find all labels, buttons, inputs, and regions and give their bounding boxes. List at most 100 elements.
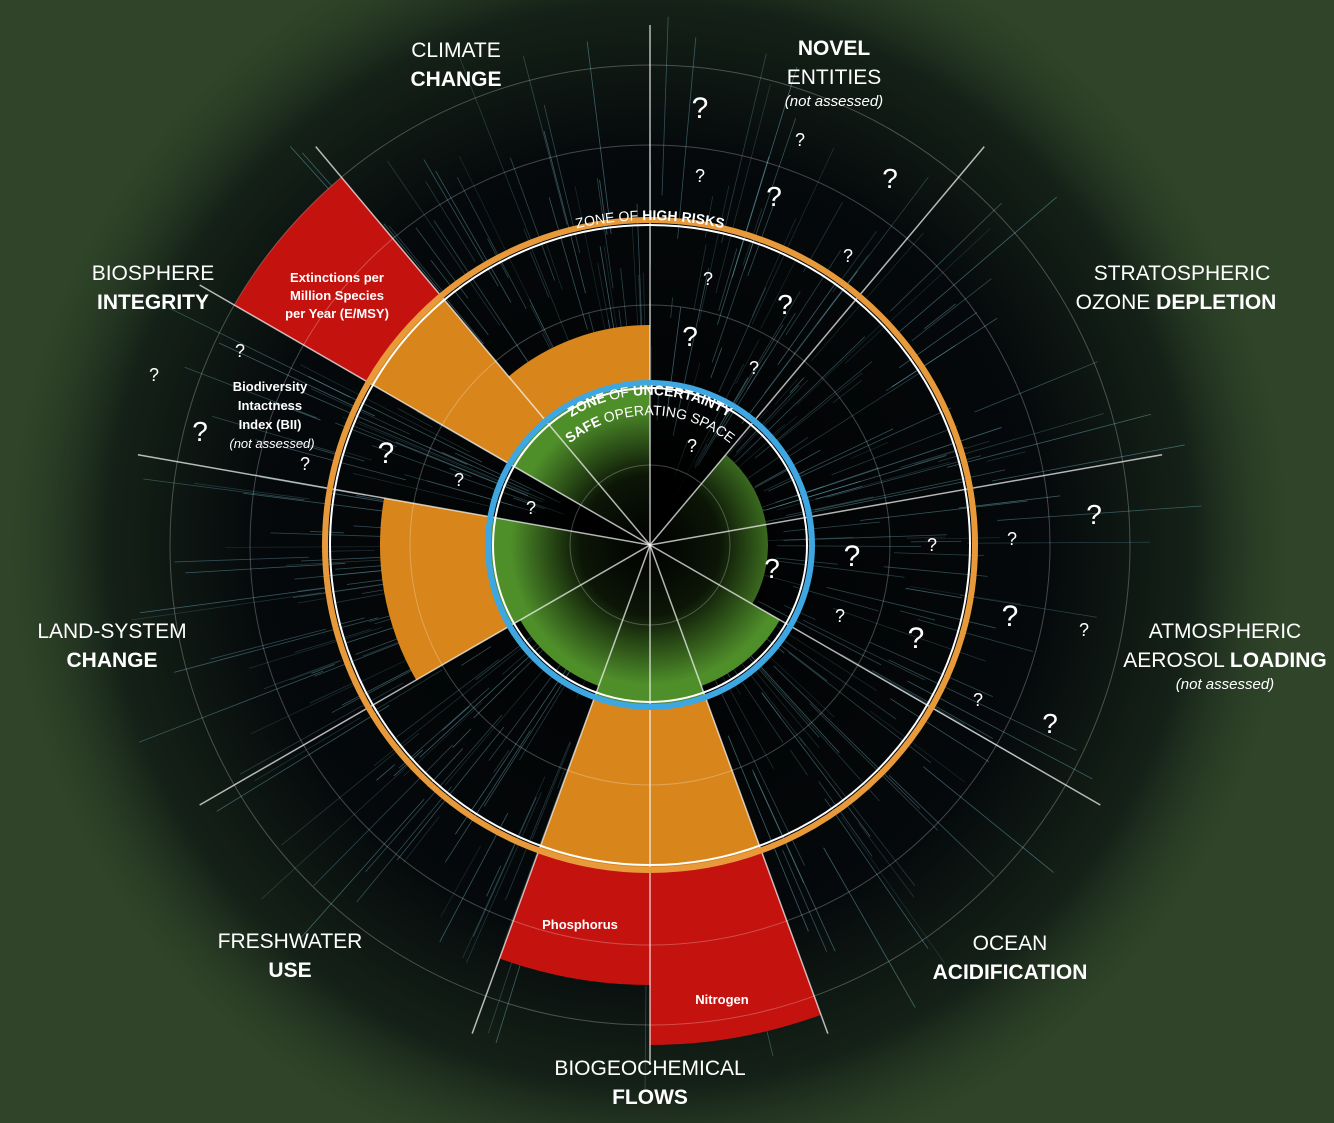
- ray: [785, 496, 874, 517]
- label: INTEGRITY: [97, 291, 209, 314]
- ray: [762, 650, 835, 718]
- ray: [783, 521, 881, 533]
- ray: [332, 617, 365, 627]
- ray: [254, 717, 361, 782]
- ray: [310, 388, 411, 435]
- ray: [452, 728, 472, 748]
- ray: [761, 692, 871, 837]
- ray: [138, 670, 324, 743]
- ray: [798, 649, 897, 720]
- ray: [755, 662, 880, 802]
- ray: [906, 536, 946, 539]
- ray: [715, 83, 771, 294]
- ray: [741, 270, 858, 424]
- question-mark: ?: [1086, 499, 1102, 530]
- ray: [809, 703, 939, 831]
- question-mark: ?: [192, 416, 208, 447]
- label: OCEAN: [973, 932, 1048, 955]
- ray: [727, 735, 809, 932]
- ray: [727, 291, 801, 415]
- ray: [789, 428, 894, 479]
- ray: [174, 556, 309, 563]
- ray: [503, 736, 580, 943]
- ray: [753, 772, 804, 884]
- ray: [890, 698, 990, 763]
- ray: [850, 442, 889, 459]
- question-mark: ?: [526, 498, 536, 518]
- ray: [493, 749, 510, 773]
- ray: [665, 307, 682, 419]
- label: LOADING: [1230, 649, 1327, 672]
- question-mark: ?: [692, 92, 709, 125]
- label: CHANGE: [410, 68, 501, 91]
- ray: [358, 421, 545, 501]
- uncertain-wedge: [650, 695, 762, 870]
- ray: [369, 669, 443, 714]
- ray: [356, 786, 452, 903]
- ray: [185, 562, 346, 574]
- ray: [782, 850, 828, 952]
- question-mark: ?: [687, 436, 697, 456]
- ray: [773, 665, 921, 809]
- question-mark: ?: [766, 181, 782, 212]
- label: OZONE: [1076, 291, 1157, 314]
- ray: [910, 540, 962, 543]
- ray: [777, 281, 837, 365]
- ray: [764, 254, 869, 394]
- ray: [824, 798, 929, 949]
- ray: [923, 766, 1054, 873]
- ray: [529, 251, 550, 298]
- label: STRATOSPHERIC: [1094, 262, 1271, 285]
- ray: [775, 467, 880, 503]
- ray: [373, 634, 538, 767]
- ray: [435, 170, 512, 303]
- question-mark: ?: [703, 269, 713, 289]
- divider: [649, 146, 985, 546]
- ray: [911, 278, 992, 342]
- ray: [168, 307, 351, 398]
- ray: [557, 767, 566, 789]
- ray: [997, 505, 1202, 521]
- ray: [917, 619, 1033, 652]
- ray: [735, 339, 760, 385]
- label: ACIDIFICATION: [933, 961, 1088, 984]
- ray: [344, 422, 543, 503]
- ray: [131, 592, 322, 621]
- divider: [649, 544, 1101, 806]
- label: LAND-SYSTEM: [37, 620, 186, 643]
- label: USE: [268, 959, 311, 982]
- ray: [796, 320, 886, 405]
- ray: [760, 260, 796, 329]
- question-mark: ?: [1079, 620, 1089, 640]
- question-marks: ?????????????????????????????: [149, 92, 1102, 739]
- ray: [510, 157, 556, 281]
- ray: [717, 156, 770, 325]
- ray: [815, 469, 1006, 511]
- ray: [548, 197, 588, 330]
- ray: [255, 439, 406, 481]
- ray: [888, 775, 995, 878]
- label: FLOWS: [612, 1086, 688, 1109]
- label: ENTITIES: [787, 66, 882, 89]
- question-mark: ?: [882, 163, 898, 194]
- label: ATMOSPHERIC: [1149, 620, 1301, 643]
- ray: [299, 798, 425, 939]
- ray: [466, 791, 542, 964]
- uncertain-wedge: [380, 498, 512, 680]
- ray: [404, 474, 537, 513]
- ray: [818, 781, 873, 857]
- ray: [869, 641, 993, 697]
- ray: [826, 455, 982, 498]
- ray: [672, 268, 709, 436]
- label-note: (not assessed): [1176, 676, 1274, 693]
- ray: [947, 413, 1152, 468]
- ray: [473, 796, 537, 937]
- ray: [297, 598, 325, 604]
- divider: [199, 284, 651, 546]
- ray: [519, 685, 565, 760]
- ray: [388, 225, 444, 292]
- ray: [711, 235, 756, 363]
- ray: [779, 644, 828, 682]
- ray: [342, 416, 529, 495]
